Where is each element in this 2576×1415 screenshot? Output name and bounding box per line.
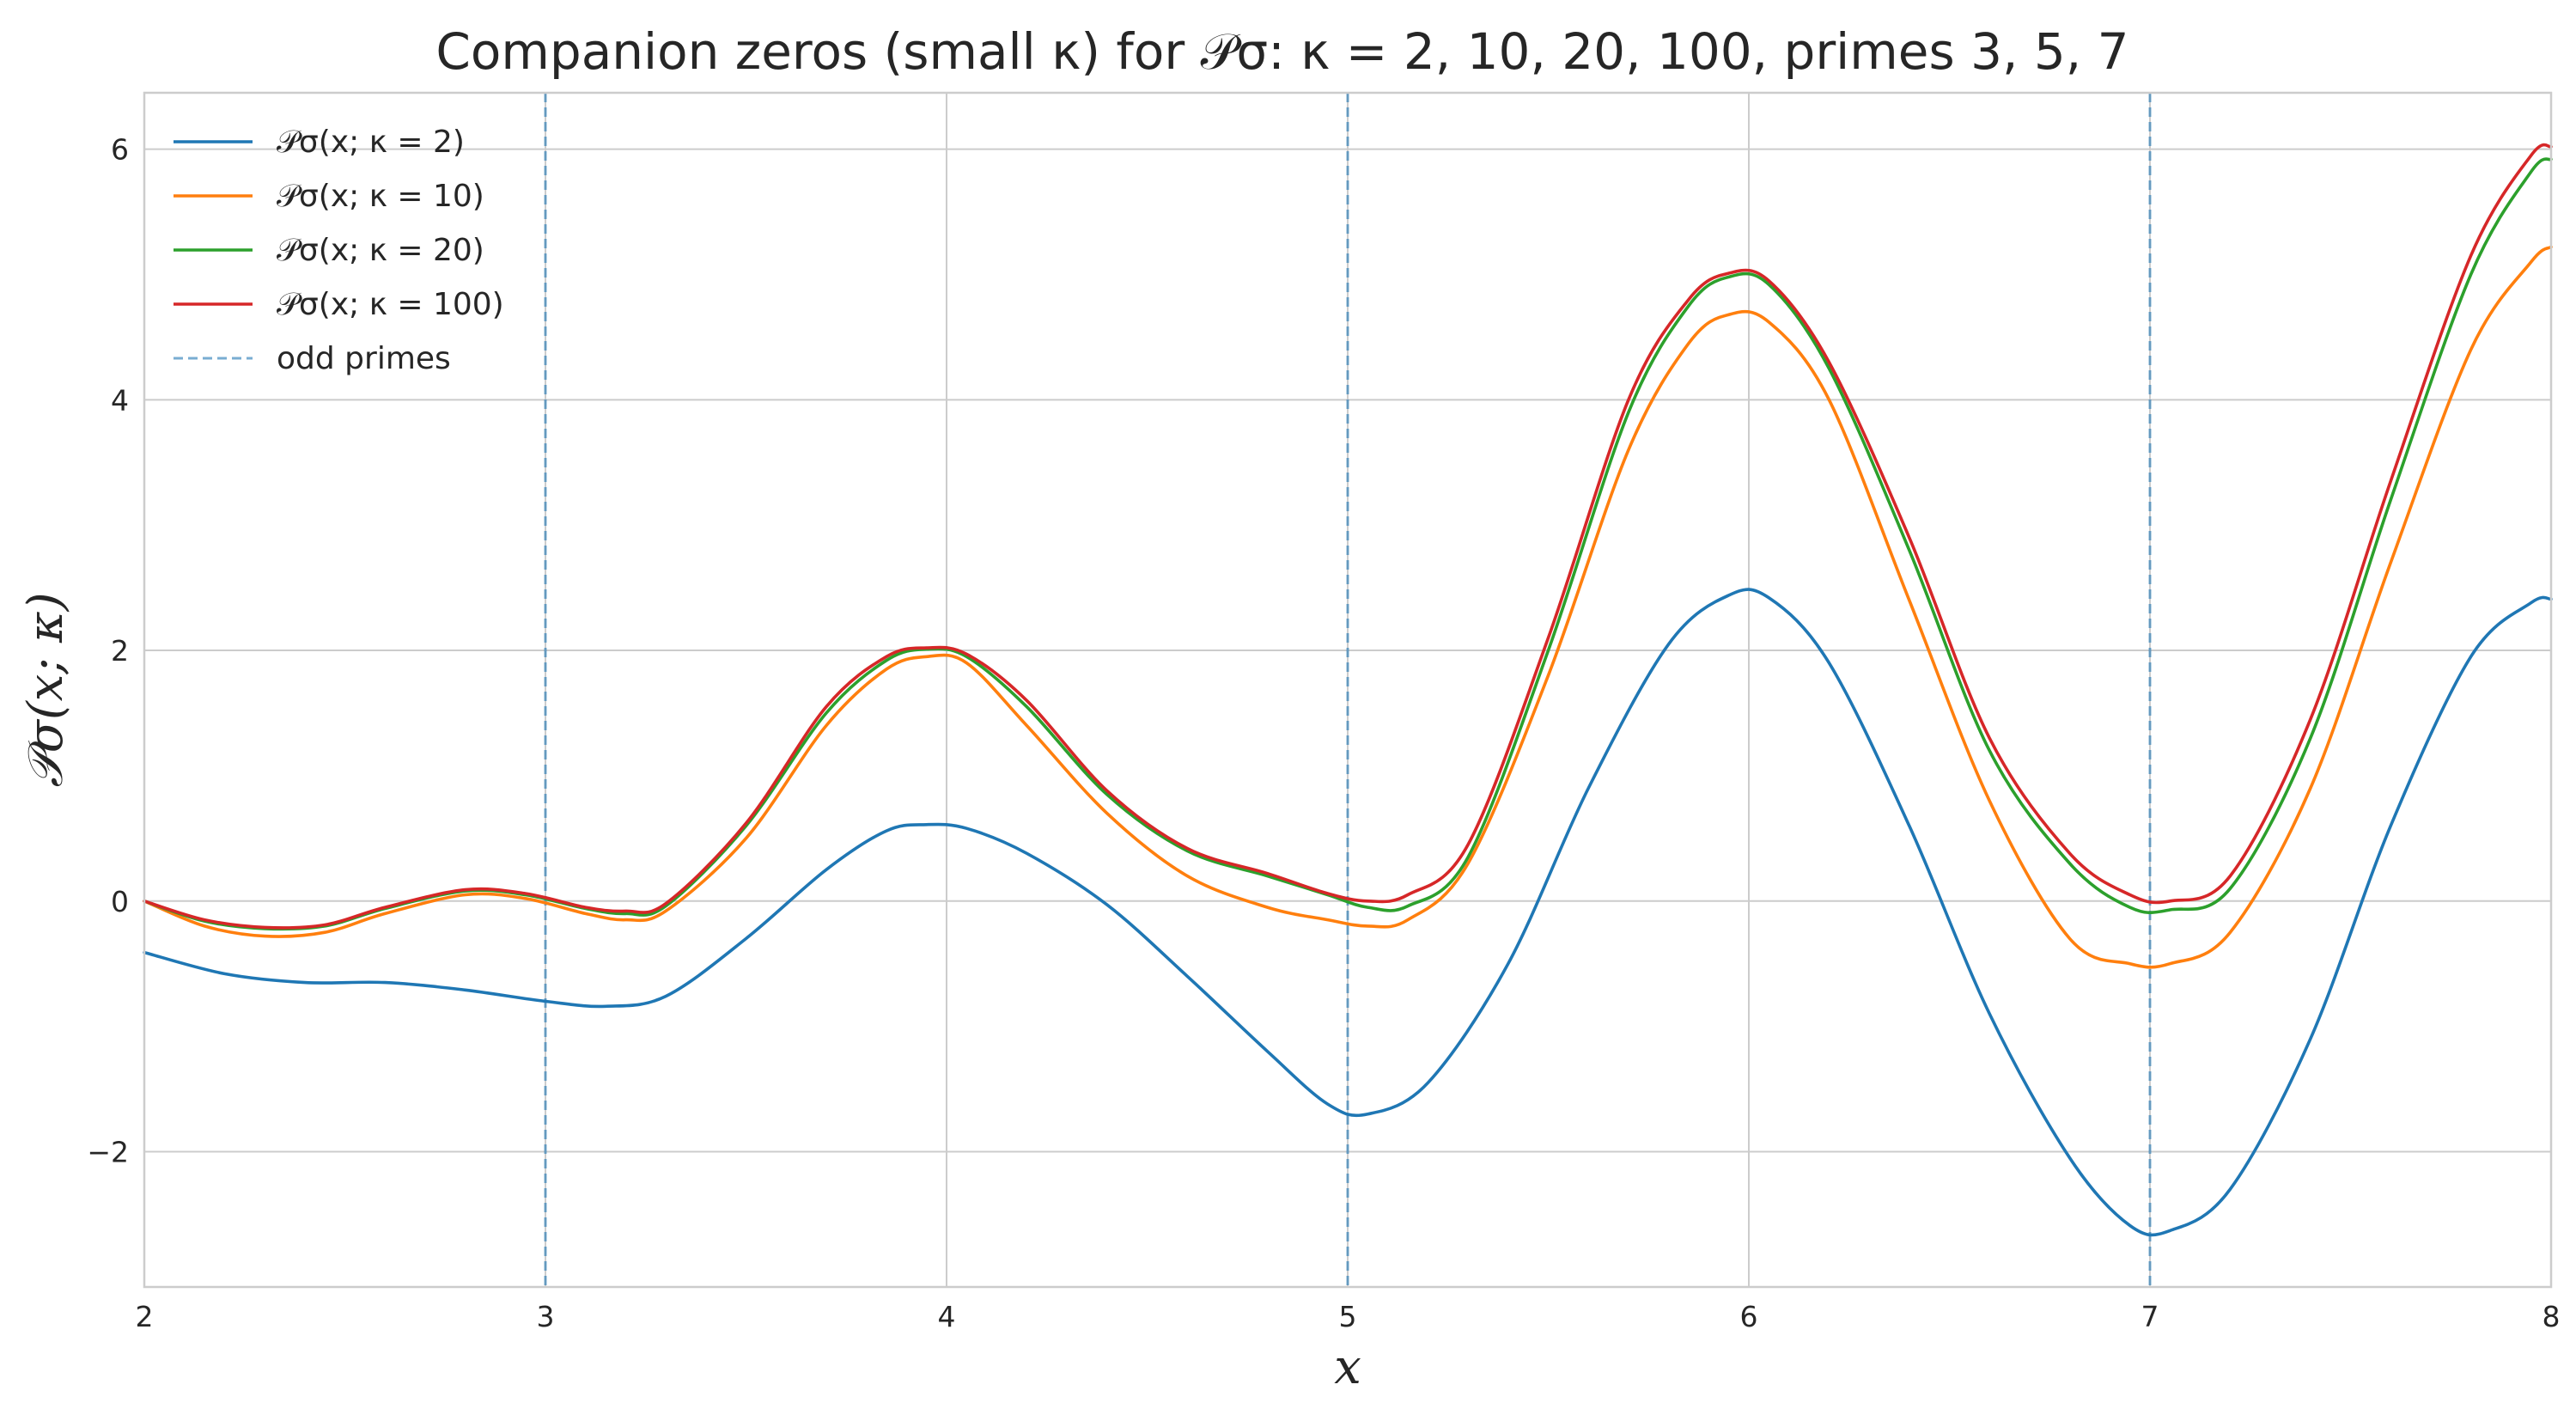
x-tick-label: 8 <box>2543 1300 2561 1333</box>
legend-label-0: 𝒫σ(x; κ = 2) <box>277 125 465 160</box>
series-line-3 <box>143 143 2553 930</box>
legend-label-2: 𝒫σ(x; κ = 20) <box>277 233 484 268</box>
x-tick-label: 5 <box>1339 1300 1357 1333</box>
x-tick-label: 3 <box>537 1300 555 1333</box>
legend-label-3: 𝒫σ(x; κ = 100) <box>277 287 504 322</box>
chart-title: Companion zeros (small κ) for 𝒫σ: κ = 2,… <box>435 22 2128 81</box>
legend-label-primes: odd primes <box>277 341 451 376</box>
x-tick-labels: 2 3 4 5 6 7 8 <box>136 1300 2561 1333</box>
x-axis-label: x <box>1334 1339 1361 1395</box>
x-tick-label: 4 <box>938 1300 956 1333</box>
prime-lines <box>544 93 2152 1287</box>
y-tick-labels: −2 0 2 4 6 <box>87 133 129 1169</box>
y-tick-label: 2 <box>111 634 129 668</box>
y-tick-label: 6 <box>111 133 129 167</box>
series-line-1 <box>143 245 2553 969</box>
legend-label-1: 𝒫σ(x; κ = 10) <box>277 179 484 214</box>
series-line-0 <box>143 588 2553 1237</box>
y-tick-label: 4 <box>111 383 129 417</box>
plot-frame <box>143 91 2553 1289</box>
y-axis-label: 𝒫σ(x; κ) <box>18 592 74 787</box>
legend: 𝒫σ(x; κ = 2) 𝒫σ(x; κ = 10) 𝒫σ(x; κ = 20) 𝒫σ… <box>174 125 504 376</box>
x-tick-label: 2 <box>136 1300 154 1333</box>
x-tick-label: 6 <box>1740 1300 1758 1333</box>
y-tick-label: −2 <box>87 1135 129 1168</box>
x-tick-label: 7 <box>2141 1300 2159 1333</box>
y-tick-label: 0 <box>111 885 129 918</box>
series-line-2 <box>143 157 2553 931</box>
series-lines <box>143 143 2553 1237</box>
